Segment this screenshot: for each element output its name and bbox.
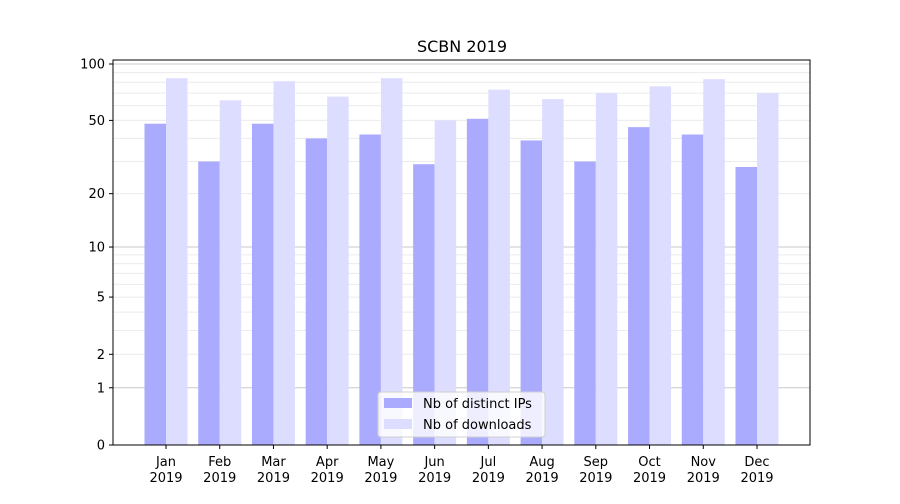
legend-label: Nb of downloads	[423, 418, 532, 433]
bar-downloads	[542, 99, 564, 445]
bar-distinct-ips	[359, 134, 381, 445]
y-tick-label: 10	[88, 241, 105, 256]
y-tick-label: 20	[88, 187, 105, 202]
x-tick-label: Apr 2019	[311, 455, 344, 486]
bar-downloads	[649, 86, 672, 445]
legend-label: Nb of distinct IPs	[423, 397, 532, 412]
bar-downloads	[219, 100, 242, 446]
bar-distinct-ips	[413, 164, 435, 445]
y-tick-label: 100	[80, 57, 105, 72]
bar-distinct-ips	[574, 161, 596, 445]
x-tick-label: Sep 2019	[579, 455, 612, 486]
x-tick-label: Oct 2019	[633, 455, 666, 486]
bar-distinct-ips	[305, 138, 328, 445]
y-tick-label: 2	[97, 348, 105, 363]
x-tick-label: Mar 2019	[257, 455, 290, 486]
bar-downloads	[380, 78, 403, 445]
bar-downloads	[434, 120, 457, 445]
x-tick-label: Nov 2019	[687, 455, 720, 486]
bar-distinct-ips	[735, 167, 757, 445]
bar-downloads	[166, 78, 188, 445]
bar-downloads	[327, 96, 349, 445]
x-tick-label: Feb 2019	[203, 455, 236, 486]
bar-distinct-ips	[198, 161, 220, 445]
x-tick-label: Jul 2019	[472, 455, 505, 486]
legend-box	[377, 391, 546, 438]
y-tick-label: 0	[97, 439, 105, 454]
chart-title: SCBN 2019	[417, 37, 507, 56]
legend-swatch	[384, 419, 412, 429]
bar-distinct-ips	[144, 123, 166, 445]
legend: Nb of distinct IPs Nb of downloads	[377, 391, 546, 438]
x-tick-label: Aug 2019	[526, 455, 559, 486]
bar-distinct-ips	[681, 134, 704, 445]
y-tick-label: 5	[97, 291, 105, 306]
y-tick-label: 1	[97, 381, 105, 396]
y-tick-label: 50	[88, 114, 105, 129]
bar-downloads	[273, 81, 295, 446]
bar-downloads	[703, 79, 725, 445]
bar-downloads	[757, 93, 779, 446]
axes-frame	[112, 59, 811, 446]
bar-distinct-ips	[628, 127, 650, 446]
bar-distinct-ips	[251, 123, 274, 445]
legend-swatch	[384, 398, 412, 408]
x-tick-label: Jan 2019	[149, 455, 182, 486]
bar-downloads	[488, 89, 510, 445]
bar-downloads	[595, 93, 618, 446]
bar-distinct-ips	[520, 140, 543, 445]
x-tick-label: Dec 2019	[740, 455, 773, 486]
x-tick-label: May 2019	[364, 455, 397, 486]
x-tick-label: Jun 2019	[418, 455, 451, 486]
bar-distinct-ips	[466, 118, 489, 445]
